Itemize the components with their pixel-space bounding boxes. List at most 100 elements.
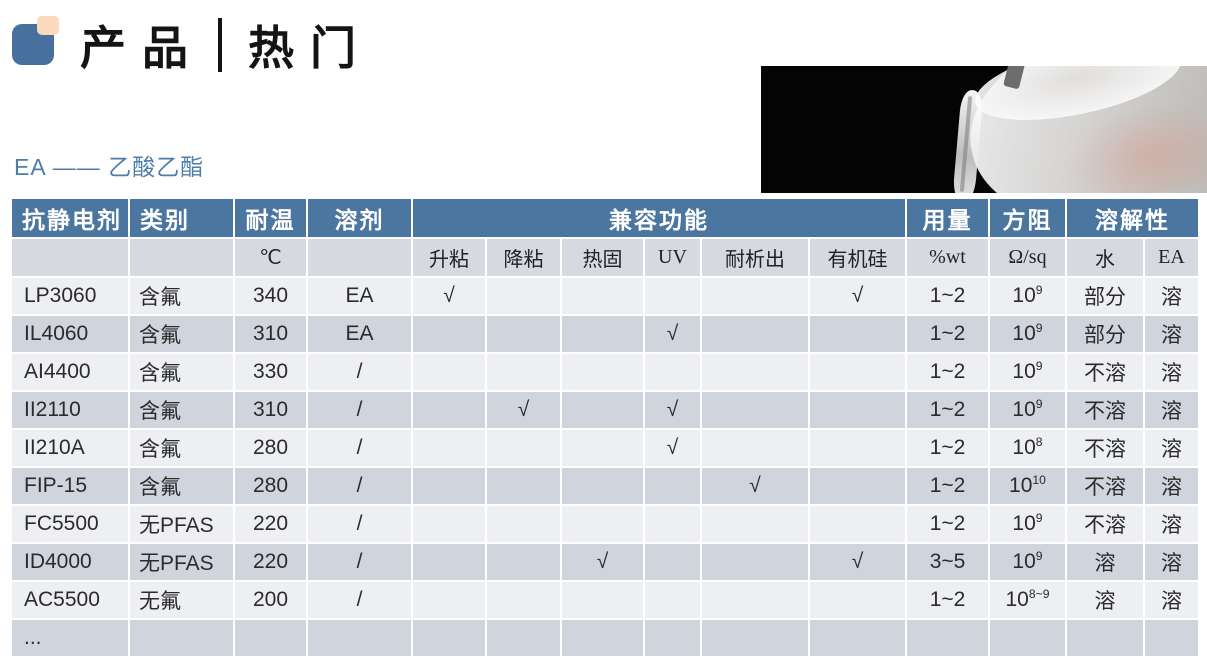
- category-cell: [128, 618, 235, 658]
- temp-cell: 220: [233, 542, 308, 582]
- ea-solubility-cell: 溶: [1143, 580, 1200, 620]
- product-spec-table: 抗静电剂 类别 耐温 溶剂 兼容功能 用量 方阻 溶解性 ℃ 升粘 降粘 热固 UV 耐析出 有机硅 %wt Ω…: [10, 197, 1200, 658]
- category-cell: 无PFAS: [128, 504, 235, 544]
- category-cell: 含氟: [128, 314, 235, 354]
- table-row-AC5500: AC5500 无氟 200/1~2 108~9 溶溶: [10, 580, 1200, 620]
- resistance-cell: 109: [988, 390, 1067, 430]
- resistance-cell: 108: [988, 428, 1067, 468]
- compat-cell-silicone: [808, 466, 907, 506]
- water-solubility-cell: [1065, 618, 1145, 658]
- page-title: 产品 热门: [80, 10, 372, 80]
- solvent-cell: /: [306, 580, 413, 620]
- water-solubility-cell: 部分: [1065, 314, 1145, 354]
- subheader-cell-uv: UV: [643, 237, 702, 278]
- compat-cell-silicone: [808, 618, 907, 658]
- category-cell: 含氟: [128, 466, 235, 506]
- compat-cell-bleed-resist: [700, 618, 810, 658]
- table-row-AI4400: AI4400 含氟 330/ 1~2 109 不溶溶: [10, 352, 1200, 392]
- compat-cell-uv: √: [643, 390, 702, 430]
- compat-cell-silicone: [808, 504, 907, 544]
- table-body: LP3060 含氟 340 EA √ √ 1~2 109 部分溶 IL4060 含氟 310 EA √ 1~…: [10, 276, 1200, 658]
- compat-cell-lower-viscosity: [485, 428, 562, 468]
- dosage-cell: 1~2: [905, 352, 990, 392]
- compat-cell-thermoset: [560, 428, 645, 468]
- compat-cell-silicone: [808, 352, 907, 392]
- solvent-cell: EA: [306, 276, 413, 316]
- compat-cell-lower-viscosity: [485, 542, 562, 582]
- solvent-cell: /: [306, 352, 413, 392]
- table-row-ID4000: ID4000 无PFAS 220/√ √ 3~5 109 溶溶: [10, 542, 1200, 582]
- water-solubility-cell: 不溶: [1065, 504, 1145, 544]
- dosage-cell: 1~2: [905, 428, 990, 468]
- solvent-cell: /: [306, 428, 413, 468]
- temp-cell: [233, 618, 308, 658]
- dosage-cell: 1~2: [905, 466, 990, 506]
- header-cell-solvent: 溶剂: [306, 197, 413, 239]
- resistance-cell: [988, 618, 1067, 658]
- compat-cell-uv: [643, 542, 702, 582]
- ea-solubility-cell: 溶: [1143, 504, 1200, 544]
- product-photo: [761, 66, 1207, 193]
- header-cell-antistatic-agent: 抗静电剂: [10, 197, 130, 239]
- ea-solubility-cell: 溶: [1143, 428, 1200, 468]
- compat-cell-lower-viscosity: [485, 504, 562, 544]
- compat-cell-raise-viscosity: [411, 314, 487, 354]
- compat-cell-uv: [643, 504, 702, 544]
- resistance-cell: 109: [988, 314, 1067, 354]
- compat-cell-thermoset: [560, 504, 645, 544]
- dosage-cell: 1~2: [905, 314, 990, 354]
- compat-cell-uv: [643, 618, 702, 658]
- product-name-cell: II2110: [10, 390, 130, 430]
- compat-cell-raise-viscosity: [411, 352, 487, 392]
- subheader-cell-resistance-unit: Ω/sq: [988, 237, 1067, 278]
- subheader-cell-water: 水: [1065, 237, 1145, 278]
- compat-cell-raise-viscosity: [411, 428, 487, 468]
- temp-cell: 280: [233, 466, 308, 506]
- table-row-II2110: II2110 含氟 310/ √ √ 1~2 109 不溶溶: [10, 390, 1200, 430]
- compat-cell-uv: √: [643, 428, 702, 468]
- subheader-cell-thermoset: 热固: [560, 237, 645, 278]
- compat-cell-thermoset: [560, 618, 645, 658]
- compat-cell-bleed-resist: [700, 580, 810, 620]
- compat-cell-silicone: [808, 314, 907, 354]
- ea-solubility-cell: 溶: [1143, 276, 1200, 316]
- ea-solubility-cell: 溶: [1143, 352, 1200, 392]
- header-cell-dosage: 用量: [905, 197, 990, 239]
- solvent-cell: /: [306, 504, 413, 544]
- company-logo-icon: [12, 16, 70, 68]
- ea-solubility-cell: 溶: [1143, 390, 1200, 430]
- logo-peach-square: [37, 16, 59, 35]
- temp-cell: 310: [233, 314, 308, 354]
- section-subtitle: EA —— 乙酸乙酯: [14, 154, 205, 180]
- compat-cell-lower-viscosity: [485, 580, 562, 620]
- table-row-IL4060: IL4060 含氟 310 EA √ 1~2 109 部分溶: [10, 314, 1200, 354]
- compat-cell-silicone: [808, 390, 907, 430]
- water-solubility-cell: 溶: [1065, 542, 1145, 582]
- compat-cell-thermoset: [560, 352, 645, 392]
- table-head: 抗静电剂 类别 耐温 溶剂 兼容功能 用量 方阻 溶解性 ℃ 升粘 降粘 热固 UV 耐析出 有机硅 %wt Ω…: [10, 197, 1200, 278]
- dosage-cell: 1~2: [905, 276, 990, 316]
- header-row-top: 抗静电剂 类别 耐温 溶剂 兼容功能 用量 方阻 溶解性: [10, 197, 1200, 239]
- water-solubility-cell: 溶: [1065, 580, 1145, 620]
- compat-cell-raise-viscosity: √: [411, 276, 487, 316]
- temp-cell: 280: [233, 428, 308, 468]
- product-name-cell: ...: [10, 618, 130, 658]
- compat-cell-lower-viscosity: [485, 314, 562, 354]
- product-name-cell: IL4060: [10, 314, 130, 354]
- compat-cell-raise-viscosity: [411, 618, 487, 658]
- product-name-cell: FIP-15: [10, 466, 130, 506]
- resistance-cell: 109: [988, 542, 1067, 582]
- solvent-cell: /: [306, 466, 413, 506]
- compat-cell-thermoset: [560, 390, 645, 430]
- resistance-cell: 109: [988, 504, 1067, 544]
- compat-cell-raise-viscosity: [411, 542, 487, 582]
- category-cell: 含氟: [128, 390, 235, 430]
- compat-cell-silicone: [808, 428, 907, 468]
- ea-solubility-cell: 溶: [1143, 542, 1200, 582]
- product-name-cell: II210A: [10, 428, 130, 468]
- subheader-cell-temp-unit: ℃: [233, 237, 308, 278]
- dosage-cell: 3~5: [905, 542, 990, 582]
- table-row-FIP-15: FIP-15 含氟 280/ √ 1~2 1010 不溶溶: [10, 466, 1200, 506]
- compat-cell-thermoset: [560, 314, 645, 354]
- title-divider: [218, 18, 222, 72]
